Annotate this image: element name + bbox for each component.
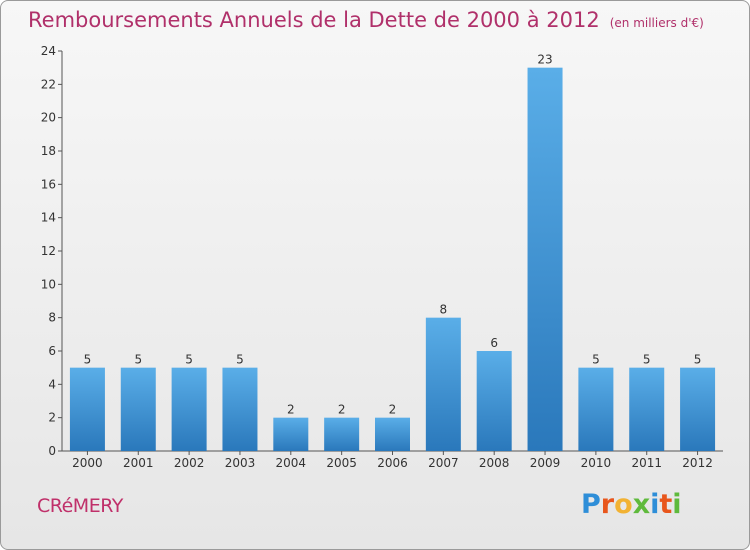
bar-2003: [222, 367, 258, 451]
data-label: 5: [185, 353, 193, 367]
x-tick-label: 2004: [276, 456, 307, 470]
y-tick-label: 12: [41, 244, 56, 258]
x-tick-label: 2003: [225, 456, 256, 470]
y-tick-label: 4: [48, 377, 56, 391]
x-tick-label: 2008: [479, 456, 510, 470]
y-tick-label: 8: [48, 311, 56, 325]
proxiti-logo: Proxiti: [581, 489, 682, 520]
chart-title-text: Remboursements Annuels de la Dette de 20…: [28, 8, 600, 32]
data-label: 2: [389, 403, 397, 417]
bar-2010: [578, 367, 614, 451]
y-tick-label: 14: [41, 211, 56, 225]
y-tick-label: 0: [48, 444, 56, 458]
data-label: 5: [643, 353, 651, 367]
y-tick-label: 18: [41, 144, 56, 158]
proxiti-logo-letter: i: [650, 489, 660, 520]
bar-2008: [476, 351, 512, 451]
y-tick-label: 22: [41, 77, 56, 91]
data-label: 8: [440, 303, 448, 317]
commune-name: CRéMERY: [37, 495, 123, 517]
x-tick-label: 2002: [174, 456, 205, 470]
x-tick-label: 2007: [428, 456, 459, 470]
y-tick-label: 6: [48, 344, 56, 358]
x-tick-label: 2005: [326, 456, 357, 470]
bar-2009: [527, 67, 563, 452]
x-tick-label: 2000: [72, 456, 103, 470]
data-label: 2: [287, 403, 295, 417]
bar-2000: [69, 367, 105, 451]
proxiti-logo-letter: t: [659, 489, 673, 520]
y-tick-label: 20: [41, 111, 56, 125]
bar-2001: [120, 367, 156, 451]
data-label: 5: [236, 353, 244, 367]
x-tick-label: 2006: [377, 456, 408, 470]
bar-2005: [324, 417, 360, 451]
proxiti-logo-letter: r: [600, 489, 615, 520]
x-tick-label: 2001: [123, 456, 154, 470]
chart-title: Remboursements Annuels de la Dette de 20…: [28, 8, 704, 32]
x-tick-label: 2010: [581, 456, 612, 470]
data-label: 5: [84, 353, 92, 367]
bar-2011: [629, 367, 665, 451]
data-label: 23: [537, 53, 552, 67]
data-label: 6: [490, 336, 498, 350]
bar-2004: [273, 417, 309, 451]
chart-unit: (en milliers d'€): [609, 16, 704, 30]
y-tick-label: 10: [41, 277, 56, 291]
x-tick-label: 2012: [682, 456, 713, 470]
data-label: 5: [592, 353, 600, 367]
x-tick-label: 2011: [631, 456, 662, 470]
y-tick-label: 16: [41, 177, 56, 191]
data-label: 5: [694, 353, 702, 367]
x-tick-label: 2009: [530, 456, 561, 470]
y-tick-label: 2: [48, 411, 56, 425]
proxiti-logo-letter: x: [632, 489, 651, 520]
bar-2006: [375, 417, 410, 451]
bar-2007: [425, 317, 461, 451]
y-tick-label: 24: [41, 44, 56, 58]
bar-2002: [171, 367, 207, 451]
data-label: 5: [134, 353, 142, 367]
bar-2012: [680, 367, 716, 451]
proxiti-logo-letter: P: [581, 489, 601, 520]
proxiti-logo-letter: i: [672, 489, 682, 520]
data-label: 2: [338, 403, 346, 417]
proxiti-logo-letter: o: [614, 489, 633, 520]
